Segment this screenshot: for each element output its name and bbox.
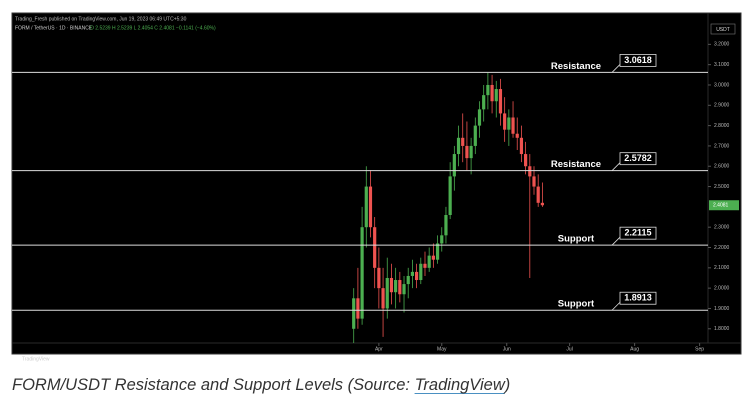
level-box — [619, 226, 657, 240]
x-tick-label: Jun — [503, 346, 511, 352]
y-tick-label: 2.1000 — [714, 265, 730, 271]
candle-body — [511, 117, 515, 134]
candle-body — [494, 89, 498, 102]
candle-body — [469, 145, 473, 159]
x-tick-label: Apr — [375, 346, 383, 352]
caption-text: ) — [504, 376, 511, 394]
candle-body — [482, 95, 486, 110]
candle-body — [398, 280, 402, 295]
candle-body — [427, 255, 431, 268]
caption-text: FORM/USDT Resistance and Support Levels … — [12, 376, 415, 394]
candle-body — [519, 137, 524, 155]
candle-body — [486, 84, 490, 96]
level-name: Support — [558, 299, 595, 310]
x-tick-label: Jul — [566, 346, 572, 352]
level-pointer — [611, 236, 621, 246]
candle-body — [364, 186, 368, 228]
candle-body — [406, 275, 410, 285]
candle-body — [532, 176, 536, 187]
candle-body — [402, 284, 406, 295]
level-name: Resistance — [551, 159, 601, 170]
candle-body — [373, 227, 377, 268]
candle-body — [507, 117, 511, 130]
level-box — [619, 291, 657, 305]
candle-body — [385, 277, 389, 309]
candle-body — [356, 298, 360, 319]
candle-body — [419, 263, 423, 281]
currency-box — [710, 23, 736, 35]
candle-body — [410, 271, 415, 276]
candle-body — [536, 186, 540, 203]
candle-body — [360, 227, 364, 319]
x-tick-label: Aug — [630, 346, 639, 352]
symbol: FORM / TetherUS · 1D · BINANCE — [15, 25, 93, 31]
level-pointer — [611, 162, 621, 171]
candle-body — [394, 280, 398, 293]
candle-body — [389, 277, 394, 293]
candle-body — [473, 125, 477, 146]
candle-body — [448, 176, 452, 216]
header: Trading_Fresh published on TradingView.c… — [15, 16, 187, 22]
y-tick-label: 2.7000 — [714, 143, 730, 149]
level-value: 3.0618 — [624, 55, 652, 65]
candle-body — [440, 235, 444, 244]
candle-body — [461, 137, 465, 146]
ohlc: O 2.5239 H 2.5239 L 2.4054 C 2.4081 −0.1… — [90, 25, 216, 31]
level-name: Support — [558, 234, 595, 245]
candle-body — [431, 255, 435, 260]
candle-body — [423, 263, 427, 268]
candle-body — [381, 288, 385, 309]
y-tick-label: 3.1000 — [714, 62, 730, 68]
level-box — [619, 54, 657, 67]
level-value: 2.5782 — [624, 153, 652, 163]
level-name: Resistance — [551, 61, 601, 72]
y-tick-label: 3.2000 — [714, 42, 730, 48]
level-box — [619, 152, 657, 166]
y-tick-label: 1.9000 — [714, 306, 730, 312]
candle-body — [465, 145, 469, 159]
candle-body — [477, 109, 482, 126]
y-tick-label: 2.2000 — [714, 245, 730, 251]
chart-panel — [11, 12, 742, 355]
current-price-box — [709, 200, 739, 211]
candle-body — [352, 298, 356, 329]
candle-body — [503, 113, 507, 130]
candle-body — [515, 133, 519, 138]
level-value: 1.8913 — [624, 293, 652, 303]
x-tick-label: Sep — [695, 346, 704, 352]
candle-body — [490, 84, 494, 102]
y-tick-label: 2.5000 — [714, 184, 730, 190]
y-tick-label: 3.0000 — [714, 82, 730, 88]
y-tick-label: 2.0000 — [714, 285, 730, 291]
chart: Trading_Fresh published on TradingView.c… — [11, 12, 742, 362]
y-tick-label: 1.8000 — [714, 326, 730, 332]
candle-body — [456, 137, 461, 155]
currency: USDT — [716, 27, 730, 33]
current-price: 2.4081 — [713, 203, 729, 209]
plot: 3.2000 3.1000 3.0000 2.9000 2.8000 2.7000 2.60… — [12, 42, 739, 352]
candle-body — [435, 243, 440, 260]
candle-body — [444, 215, 448, 236]
candle-body — [368, 186, 373, 228]
y-tick-label: 2.3000 — [714, 225, 730, 231]
y-tick-label: 2.9000 — [714, 103, 730, 109]
candle-body — [377, 267, 381, 289]
x-tick-label: May — [437, 346, 447, 352]
logo: TradingView — [22, 356, 50, 362]
candle-body — [415, 271, 419, 281]
candle-body — [540, 202, 544, 206]
y-tick-label: 2.6000 — [714, 164, 730, 170]
candle-body — [452, 154, 456, 177]
candle-body — [524, 154, 528, 167]
y-tick-label: 2.8000 — [714, 123, 730, 129]
level-pointer — [611, 64, 621, 73]
candle-body — [498, 89, 503, 114]
candle-body — [528, 166, 532, 177]
caption: FORM/USDT Resistance and Support Levels … — [12, 376, 510, 395]
level-pointer — [611, 301, 621, 311]
caption-link[interactable]: TradingView — [414, 376, 505, 394]
level-value: 2.2115 — [624, 228, 651, 238]
